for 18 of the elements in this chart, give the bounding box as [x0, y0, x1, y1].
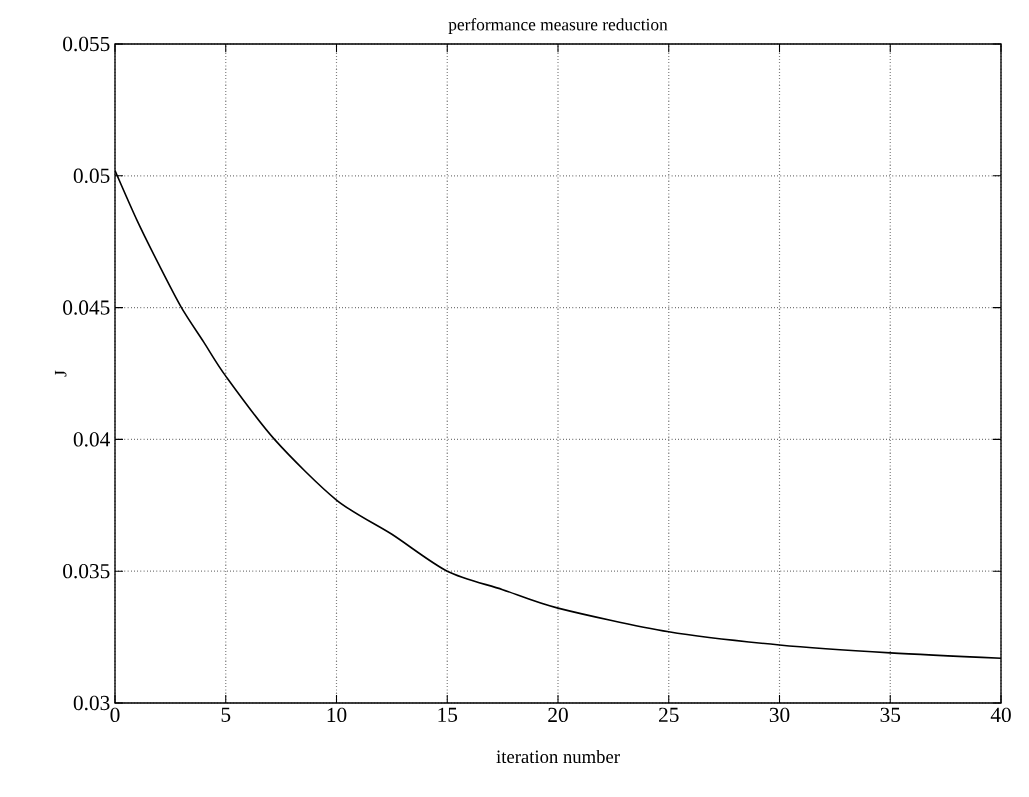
- y-axis-title: J: [54, 370, 67, 377]
- y-tick-label: 0.055: [63, 36, 110, 52]
- x-tick-label: 30: [769, 707, 790, 723]
- x-tick-label: 35: [880, 707, 901, 723]
- x-tick-label: 0: [110, 707, 120, 723]
- x-tick-label: 20: [548, 707, 568, 723]
- chart-title: performance measure reduction: [448, 18, 668, 34]
- x-tick-label: 15: [438, 707, 458, 722]
- x-tick-label: 25: [659, 707, 679, 723]
- y-tick-label: 0.05: [73, 168, 110, 184]
- x-tick-label: 5: [221, 707, 231, 722]
- y-tick-label: 0.04: [73, 432, 110, 447]
- y-tick-label: 0.045: [63, 300, 110, 315]
- x-tick-label: 10: [327, 707, 347, 723]
- y-tick-label: 0.035: [63, 563, 110, 579]
- y-tick-label: 0.03: [73, 695, 110, 711]
- x-tick-label: 40: [990, 707, 1011, 723]
- x-axis-title: iteration number: [496, 749, 620, 764]
